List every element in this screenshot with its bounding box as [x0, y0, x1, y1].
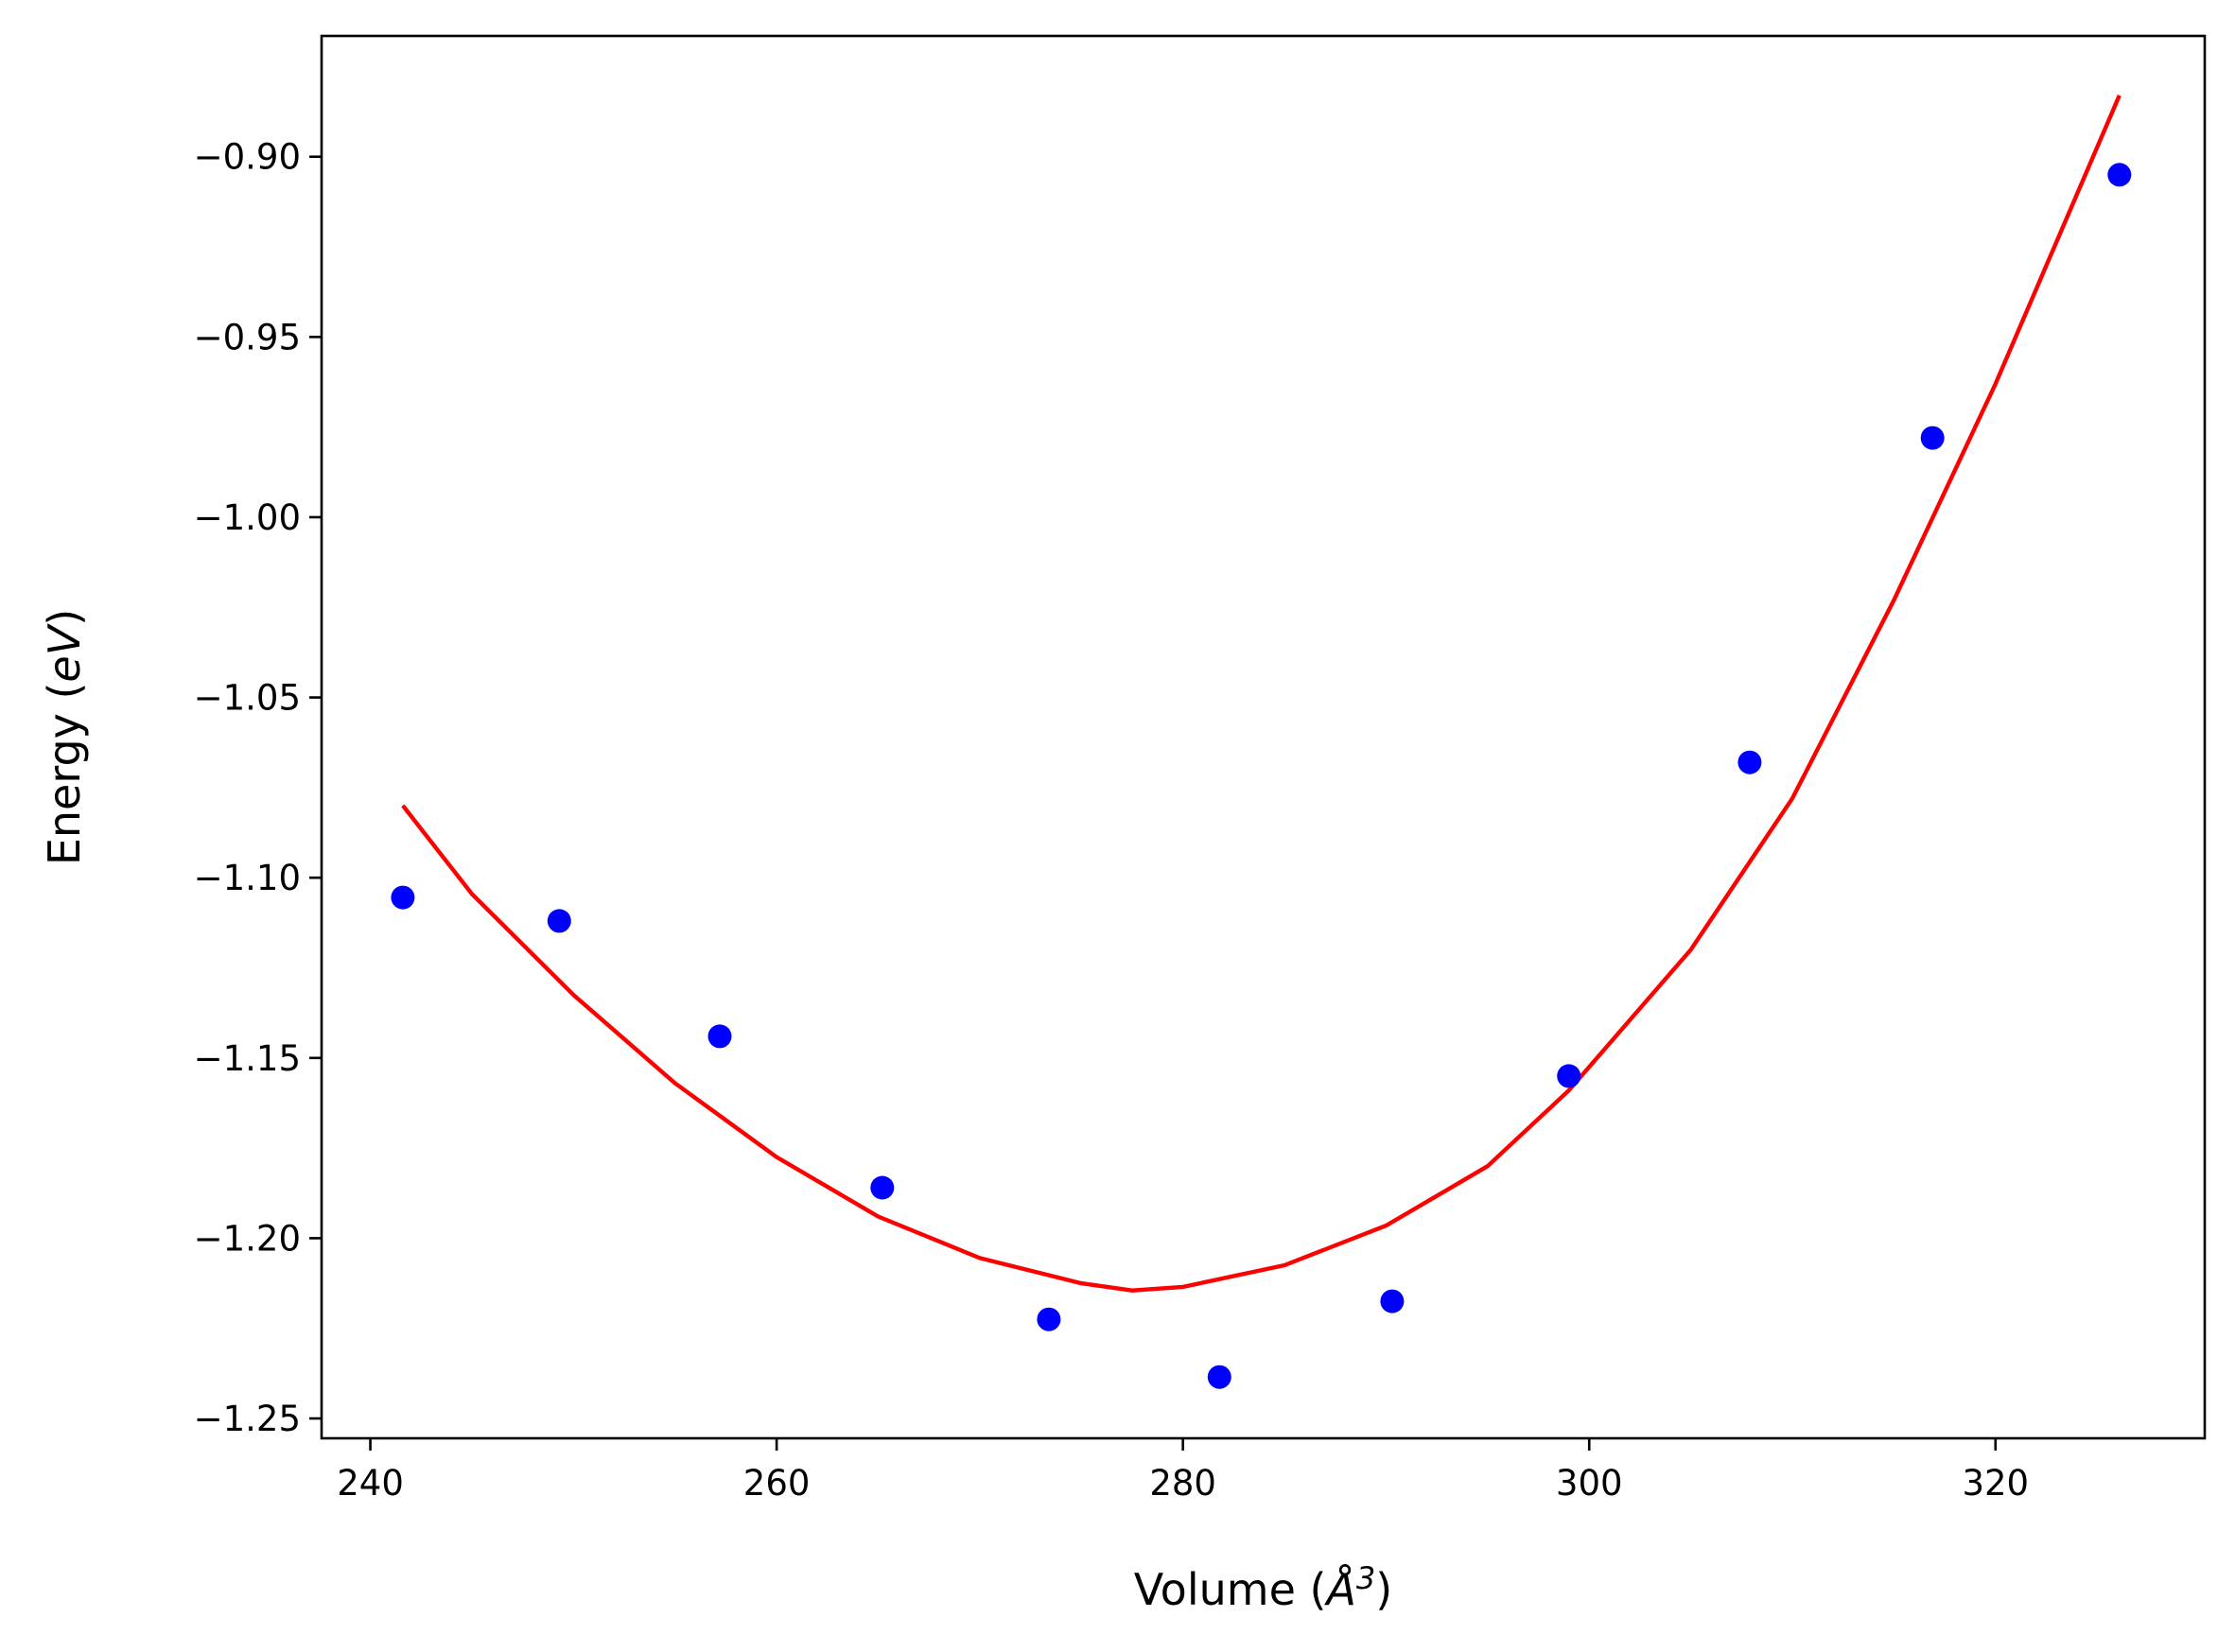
x-axis-label-suffix: )	[1375, 1564, 1392, 1615]
x-axis-label-prefix: Volume (	[1134, 1564, 1327, 1615]
data-point	[870, 1175, 895, 1200]
fit-curve-layer	[401, 95, 2122, 1293]
x-axis-ticks: 240 260 280 300 320	[337, 1438, 2029, 1504]
plot-area	[322, 36, 2205, 1438]
data-point	[547, 909, 571, 933]
data-point	[1207, 1365, 1231, 1389]
y-tick-label: −1.10	[194, 858, 301, 898]
x-tick-label: 300	[1556, 1463, 1623, 1504]
y-tick-label: −1.15	[194, 1038, 301, 1079]
data-point	[1557, 1064, 1581, 1088]
data-point	[1920, 426, 1945, 450]
x-axis-label-unit: Å	[1323, 1564, 1355, 1615]
x-tick-label: 240	[337, 1463, 404, 1504]
y-tick-label: −1.05	[194, 678, 301, 719]
data-points-layer	[391, 163, 2132, 1389]
data-point	[1380, 1289, 1405, 1313]
y-tick-label: −0.90	[194, 137, 301, 178]
y-axis-label-prefix: Energy (	[39, 683, 90, 866]
data-point	[707, 1024, 732, 1049]
x-tick-label: 320	[1962, 1463, 2029, 1504]
y-tick-label: −1.20	[194, 1218, 301, 1259]
y-axis-ticks: −1.25 −1.20 −1.15 −1.10 −1.05 −1.00 −0.95 −0.90	[194, 137, 322, 1439]
plot-frame	[320, 34, 2207, 1440]
fit-curve	[401, 95, 2122, 1293]
x-tick-label: 280	[1149, 1463, 1216, 1504]
x-axis-label: Volume (Å3)	[1134, 1560, 1392, 1615]
data-point	[391, 885, 415, 910]
data-point	[1737, 750, 1762, 774]
x-tick-label: 260	[743, 1463, 811, 1504]
y-axis-label-suffix: )	[39, 609, 90, 626]
y-tick-label: −1.25	[194, 1399, 301, 1439]
data-point	[1037, 1307, 1061, 1331]
y-tick-label: −0.95	[194, 317, 301, 357]
data-point	[2107, 163, 2132, 187]
x-axis-label-exponent: 3	[1356, 1560, 1375, 1596]
y-axis-label-unit: eV	[39, 622, 90, 682]
y-tick-label: −1.00	[194, 497, 301, 538]
y-axis-label: Energy (eV)	[39, 609, 90, 865]
